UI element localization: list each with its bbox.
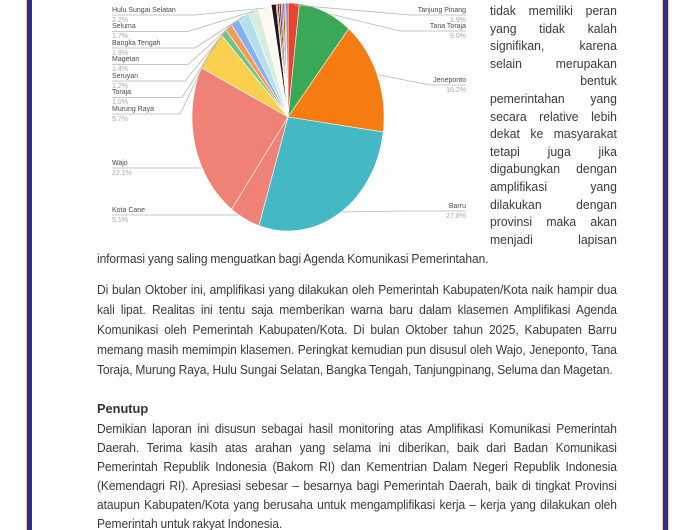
wrap-text-line: yang tidak kalah	[490, 20, 617, 36]
pie-slice-jeneponto	[287, 28, 385, 133]
wrap-text-line: bentuk	[580, 73, 617, 89]
leader-lines	[112, 4, 466, 216]
pie-label-name: Jeneponto	[433, 77, 466, 84]
pie-label-magetan: Magetan 1.4%	[112, 55, 222, 74]
pie-label-pct: 5.1%	[112, 217, 128, 224]
pie-label-tanjung-pinang: Tanjung Pinang 1.9%	[356, 6, 466, 25]
pie-label-murung-raya: Murung Raya 5.7%	[112, 105, 222, 124]
paragraph-closing: Demikian laporan ini disusun sebagai has…	[97, 421, 617, 530]
wrap-text-line: tetapi juga jika	[490, 143, 617, 159]
pie-label-seluma: Seluma 1.7%	[112, 22, 222, 41]
pie-label-pct: 1.9%	[112, 50, 128, 57]
page-border-right	[662, 0, 670, 530]
pie-label-name: Magetan	[112, 56, 140, 63]
pie-plot	[112, 2, 466, 232]
border-accent-line	[26, 0, 27, 530]
border-accent-line	[668, 0, 669, 530]
pie-label-name: Tana Toraja	[429, 23, 466, 30]
pie-label-pct: 1.4%	[112, 66, 128, 73]
pie-label-pct: 2.2%	[112, 17, 128, 24]
pie-label-pct: 27.8%	[446, 213, 466, 220]
border-accent-line	[662, 0, 663, 530]
wrap-text-line: dekat ke masyarakat	[490, 126, 617, 142]
pie-label-seruyan: Seruyan 1.2%	[112, 72, 222, 91]
wrap-text-line: secara relative lebih	[490, 108, 617, 124]
wrap-text-line: menjadi lapisan	[490, 231, 617, 247]
pie-label-name: Toraja	[112, 89, 132, 96]
paragraph-october: Di bulan Oktober ini, amplifikasi yang d…	[97, 282, 617, 377]
wrap-text-line: amplifikasi yang	[490, 178, 617, 194]
pie-label-toraja: Toraja 1.0%	[112, 88, 222, 107]
pie-slice-other	[285, 2, 289, 118]
paragraph-wrap-continuation: informasi yang saling menguatkan bagi Ag…	[97, 251, 489, 266]
pie-label-tana-toraja: Tana Toraja 9.0%	[356, 22, 466, 41]
pie-label-name: Seluma	[112, 23, 136, 30]
wrap-text-line: signifikan, karena	[490, 38, 617, 54]
pie-label-jeneponto: Jeneponto 16.2%	[356, 76, 466, 95]
pie-label-name: Hulu Sungai Selatan	[112, 7, 176, 14]
pie-label-wajo: Wajo 22.1%	[112, 159, 222, 178]
wrap-text-line: tidak memiliki peran	[490, 3, 617, 18]
pie-label-name: Bangka Tengah	[112, 40, 161, 47]
pie-label-pct: 9.0%	[450, 33, 466, 40]
pie-label-name: Tanjung Pinang	[417, 7, 466, 14]
pie-label-name: Murung Raya	[112, 106, 155, 113]
amplification-pie-chart: Hulu Sungai Selatan 2.2% Seluma 1.7% Ban…	[0, 0, 700, 250]
wrap-text-line: digabungkan dengan	[490, 161, 617, 177]
wrap-text-line: provinsi maka akan	[490, 214, 617, 230]
wrap-text-line: pemerintahan yang	[490, 90, 617, 106]
pie-label-bangka-tengah: Bangka Tengah 1.9%	[112, 39, 222, 58]
pie-label-name: Wajo	[112, 160, 128, 167]
wrap-text-line: selain merupakan	[490, 55, 617, 71]
pie-slice-wajo	[191, 67, 289, 210]
pie-label-name: Barru	[448, 203, 466, 210]
wrap-text-column: tidak memiliki peran yang tidak kalah sign…	[490, 2, 617, 248]
border-navy-line	[663, 0, 668, 530]
pie-label-pct: 1.2%	[112, 83, 128, 90]
pie-slice-barru	[258, 116, 384, 232]
pie-label-pct: 1.7%	[112, 33, 128, 40]
section-heading-penutup: Penutup	[97, 401, 149, 416]
pie-label-pct: 16.2%	[446, 87, 466, 94]
pie-label-pct: 22.1%	[112, 170, 132, 177]
pie-label-hulu-sungai-selatan: Hulu Sungai Selatan 2.2%	[112, 6, 222, 25]
pie-label-name: Kota Cane	[112, 207, 146, 214]
pie-label-name: Seruyan	[112, 73, 139, 80]
pie-label-pct: 1.9%	[450, 17, 466, 24]
page-border-left	[26, 0, 34, 530]
pie-label-pct: 5.7%	[112, 116, 128, 123]
pie-label-kota-cane: Kota Cane 5.1%	[112, 206, 222, 225]
pie-label-pct: 1.0%	[112, 99, 128, 106]
wrap-text-line: dilakukan dengan	[490, 196, 617, 212]
border-navy-line	[27, 0, 32, 530]
pie-label-barru: Barru 27.8%	[356, 202, 466, 221]
